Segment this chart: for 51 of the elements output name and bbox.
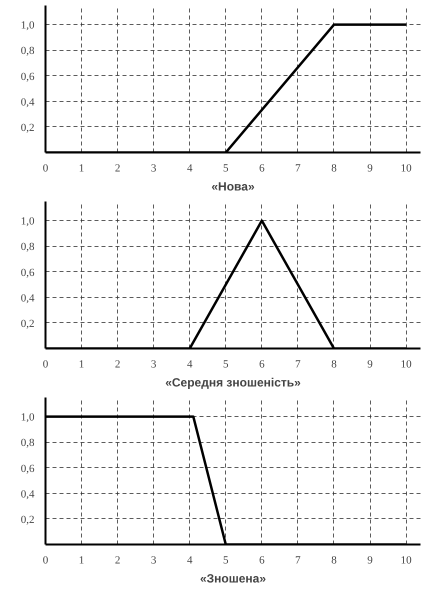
x-tick-label: 10 [400,358,412,370]
y-tick-label: 0,4 [20,488,35,500]
x-tick-label: 6 [259,162,266,174]
x-tick-label: 8 [331,554,338,566]
x-tick-label: 4 [186,358,193,370]
x-tick-label: 2 [114,162,120,174]
y-tick-label: 0,8 [20,437,35,450]
x-axis-title: «Середня зношеність» [165,376,302,390]
y-tick-label: 0,2 [20,514,34,526]
x-tick-label: 9 [367,358,374,370]
y-tick-label: 1,0 [20,412,35,424]
x-axis-title: «Зношена» [200,572,266,586]
y-tick-label: 0,6 [20,266,35,279]
x-tick-label: 9 [367,554,374,566]
x-tick-label: 3 [150,358,157,370]
y-tick-label: 0,2 [20,122,34,134]
x-tick-label: 4 [186,554,193,566]
x-tick-label: 5 [223,162,230,174]
y-tick-label: 1,0 [20,216,35,228]
x-axis-title: «Нова» [211,180,255,194]
x-tick-label: 1 [78,358,84,370]
y-tick-label: 0,4 [20,292,35,304]
x-tick-label: 0 [42,358,49,370]
x-tick-label: 7 [295,162,302,174]
x-tick-label: 8 [331,358,338,370]
x-tick-label: 7 [295,358,302,370]
x-tick-label: 1 [78,162,84,174]
x-tick-label: 9 [367,162,374,174]
x-tick-label: 10 [400,162,412,174]
y-tick-label: 1,0 [20,20,35,32]
x-tick-label: 4 [186,162,193,174]
x-tick-label: 8 [331,162,338,174]
x-tick-label: 6 [259,358,266,370]
x-tick-label: 3 [150,162,157,174]
x-tick-label: 5 [223,554,230,566]
x-tick-label: 10 [400,554,412,566]
x-tick-label: 5 [223,358,230,370]
x-tick-label: 1 [78,554,84,566]
y-tick-label: 0,8 [20,241,35,254]
x-tick-label: 7 [295,554,302,566]
x-tick-label: 2 [114,358,120,370]
y-tick-label: 0,6 [20,462,35,475]
x-tick-label: 6 [259,554,266,566]
y-tick-label: 0,2 [20,318,34,330]
x-tick-label: 2 [114,554,120,566]
y-tick-label: 0,8 [20,45,35,58]
y-tick-label: 0,4 [20,96,35,108]
x-tick-label: 0 [42,162,49,174]
y-tick-label: 0,6 [20,70,35,83]
x-tick-label: 0 [42,554,49,566]
x-tick-label: 3 [150,554,157,566]
